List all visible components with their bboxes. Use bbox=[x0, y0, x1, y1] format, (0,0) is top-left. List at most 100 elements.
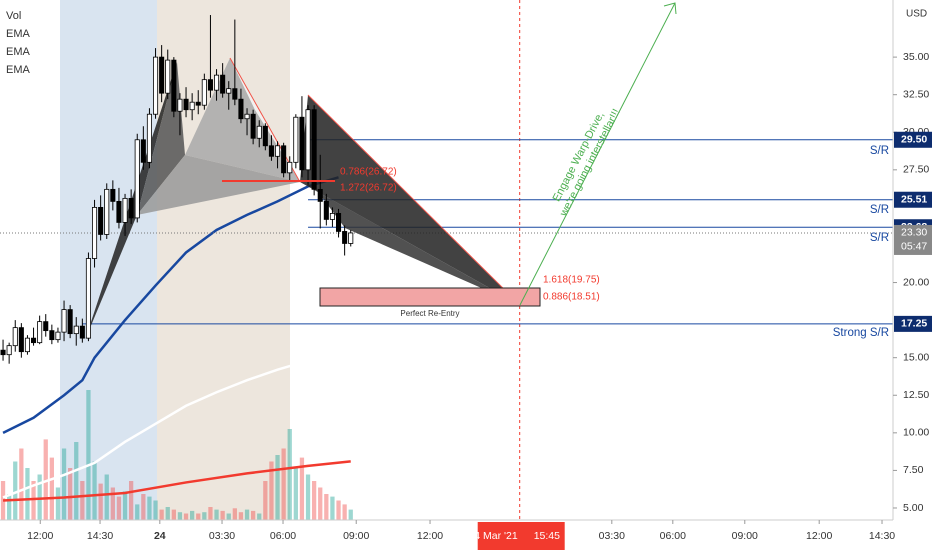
candle-body bbox=[226, 88, 232, 94]
level-box bbox=[894, 191, 932, 208]
ema-line bbox=[2, 176, 339, 434]
candle-body bbox=[275, 145, 281, 157]
legend-ema: EMA bbox=[6, 28, 31, 40]
y-tick-label: 10.00 bbox=[903, 427, 929, 439]
candle-body bbox=[67, 309, 73, 335]
ema-line bbox=[2, 460, 351, 502]
volume-bar bbox=[293, 468, 298, 520]
volume-bar bbox=[244, 509, 250, 520]
ema-line bbox=[2, 350, 351, 499]
x-tick-label: 14:30 bbox=[869, 530, 895, 542]
pattern-edge bbox=[229, 57, 301, 183]
volume-bar bbox=[61, 448, 67, 520]
candle-body bbox=[323, 200, 329, 220]
volume-bar bbox=[177, 512, 183, 520]
volume-bar bbox=[263, 481, 268, 520]
x-tick-label: 03:30 bbox=[599, 530, 625, 542]
candle-body bbox=[177, 98, 183, 112]
volume-bar bbox=[25, 468, 30, 520]
volume-bar bbox=[74, 442, 79, 520]
volume-bar bbox=[0, 481, 6, 520]
volume-bar bbox=[257, 513, 262, 520]
volume-bar bbox=[287, 429, 292, 520]
volume-bar bbox=[135, 504, 140, 520]
volume-bar bbox=[190, 510, 195, 520]
volume-bar bbox=[214, 509, 219, 520]
volume-bar bbox=[159, 509, 164, 520]
candle-body bbox=[342, 231, 348, 244]
candle-body bbox=[348, 232, 354, 244]
candle-body bbox=[244, 113, 250, 120]
crosshair-date: 24 Mar '21 bbox=[468, 530, 517, 542]
candle-body bbox=[128, 197, 134, 219]
countdown: 05:47 bbox=[901, 241, 927, 253]
candle-body bbox=[305, 109, 311, 171]
pattern-leg bbox=[318, 192, 520, 305]
candle-body bbox=[79, 325, 85, 339]
candle-body bbox=[293, 116, 299, 163]
x-tick-label: 03:30 bbox=[209, 530, 235, 542]
candle-body bbox=[49, 330, 55, 341]
legend-vol: Vol bbox=[6, 10, 21, 22]
fib-label: 1.618(19.75) bbox=[543, 275, 600, 286]
candle-body bbox=[238, 98, 244, 120]
y-tick-label: 5.00 bbox=[903, 502, 924, 514]
x-tick-label: 09:00 bbox=[732, 530, 758, 542]
volume-bar bbox=[171, 509, 176, 520]
candle-body bbox=[250, 113, 256, 139]
candle-body bbox=[6, 345, 12, 356]
x-tick-label: 06:00 bbox=[660, 530, 686, 542]
x-tick-label: 12:00 bbox=[27, 530, 53, 542]
candle-body bbox=[335, 213, 342, 232]
fib-label: 0.886(18.51) bbox=[543, 292, 600, 303]
y-tick-label: 27.50 bbox=[903, 164, 929, 176]
volume-bar bbox=[147, 496, 152, 520]
x-tick-label: 14:30 bbox=[87, 530, 113, 542]
crosshair-box bbox=[477, 522, 565, 550]
y-tick-label: 32.50 bbox=[903, 88, 929, 100]
candle-body bbox=[98, 206, 104, 235]
candle-body bbox=[104, 188, 110, 235]
volume-bar bbox=[305, 474, 311, 520]
volume-bar bbox=[19, 448, 24, 520]
volume-bar bbox=[153, 500, 158, 520]
sr-label: S/R bbox=[870, 145, 889, 157]
volume-bar bbox=[13, 461, 18, 520]
candle-body bbox=[262, 125, 268, 147]
level-box bbox=[894, 315, 932, 332]
candle-body bbox=[31, 337, 37, 344]
pattern-edge bbox=[307, 94, 521, 306]
arrow-head bbox=[663, 2, 677, 15]
volume-bar bbox=[98, 483, 103, 520]
candle-body bbox=[18, 327, 24, 353]
x-tick-label: 12:00 bbox=[417, 530, 443, 542]
price-axis bbox=[893, 0, 932, 550]
volume-bar bbox=[55, 487, 61, 520]
candle-body bbox=[134, 139, 140, 219]
y-tick-label: 12.50 bbox=[903, 389, 929, 401]
candle-body bbox=[153, 56, 159, 115]
x-tick-label: 06:00 bbox=[270, 530, 296, 542]
legend-ema: EMA bbox=[6, 46, 31, 58]
entry-label: Perfect Re-Entry bbox=[400, 309, 459, 318]
volume-bar bbox=[348, 509, 353, 520]
volume-bar bbox=[116, 496, 122, 520]
y-tick-label: 15.00 bbox=[903, 351, 929, 363]
candle-body bbox=[195, 101, 201, 106]
candle-body bbox=[220, 74, 226, 94]
candle-body bbox=[116, 200, 122, 223]
volume-bar bbox=[92, 461, 97, 520]
candle-body bbox=[183, 98, 189, 111]
volume-bar bbox=[202, 512, 207, 520]
level-label: 17.25 bbox=[901, 318, 927, 330]
level-box bbox=[894, 131, 932, 148]
candle-body bbox=[189, 101, 195, 111]
volume-bar bbox=[269, 461, 274, 520]
candle-body bbox=[37, 321, 43, 344]
volume-bar bbox=[122, 491, 128, 520]
candle-body bbox=[55, 331, 61, 341]
candle-body bbox=[24, 337, 30, 353]
candle-body bbox=[299, 116, 305, 171]
y-tick-label: 35.00 bbox=[903, 51, 929, 63]
